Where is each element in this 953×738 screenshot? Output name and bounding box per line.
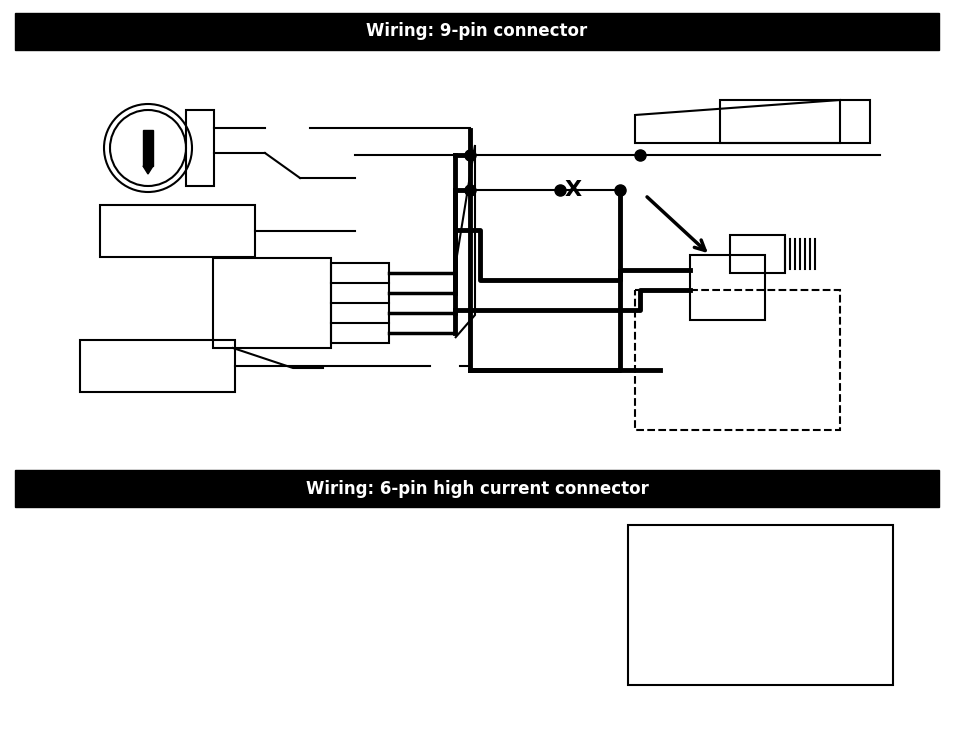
Bar (15, 470, 938, 507)
Bar (100, 205, 254, 257)
Bar (331, 263, 389, 343)
Bar (15, 13, 938, 50)
Bar (627, 525, 892, 685)
Bar (213, 258, 331, 348)
Text: Wiring: 6-pin high current connector: Wiring: 6-pin high current connector (305, 480, 648, 497)
Bar (635, 290, 840, 430)
Bar (143, 130, 152, 166)
Text: X: X (564, 180, 581, 200)
Bar (720, 100, 869, 143)
Bar (729, 235, 784, 273)
Polygon shape (143, 166, 152, 174)
Bar (689, 255, 764, 320)
Bar (80, 340, 234, 392)
Bar (186, 110, 213, 186)
Text: Wiring: 9-pin connector: Wiring: 9-pin connector (366, 22, 587, 41)
